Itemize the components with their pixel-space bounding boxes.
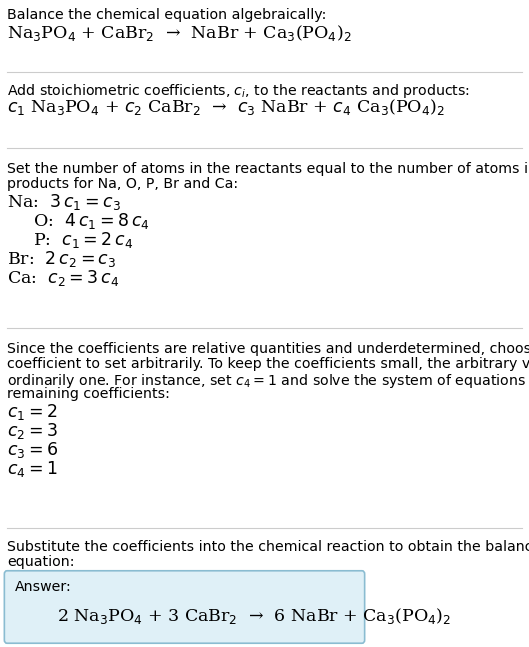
Text: $c_1$ Na$_3$PO$_4$ + $c_2$ CaBr$_2$  →  $c_3$ NaBr + $c_4$ Ca$_3$(PO$_4$)$_2$: $c_1$ Na$_3$PO$_4$ + $c_2$ CaBr$_2$ → $c… — [7, 97, 445, 117]
Text: Since the coefficients are relative quantities and underdetermined, choose a: Since the coefficients are relative quan… — [7, 342, 529, 356]
Text: 2 Na$_3$PO$_4$ + 3 CaBr$_2$  →  6 NaBr + Ca$_3$(PO$_4$)$_2$: 2 Na$_3$PO$_4$ + 3 CaBr$_2$ → 6 NaBr + C… — [57, 606, 451, 626]
Text: O:  $4\,c_1 = 8\,c_4$: O: $4\,c_1 = 8\,c_4$ — [22, 211, 150, 231]
Text: Balance the chemical equation algebraically:: Balance the chemical equation algebraica… — [7, 8, 326, 22]
Text: remaining coefficients:: remaining coefficients: — [7, 387, 170, 401]
Text: coefficient to set arbitrarily. To keep the coefficients small, the arbitrary va: coefficient to set arbitrarily. To keep … — [7, 357, 529, 371]
Text: Add stoichiometric coefficients, $c_i$, to the reactants and products:: Add stoichiometric coefficients, $c_i$, … — [7, 82, 470, 100]
Text: Na$_3$PO$_4$ + CaBr$_2$  →  NaBr + Ca$_3$(PO$_4$)$_2$: Na$_3$PO$_4$ + CaBr$_2$ → NaBr + Ca$_3$(… — [7, 23, 352, 43]
Text: Substitute the coefficients into the chemical reaction to obtain the balanced: Substitute the coefficients into the che… — [7, 540, 529, 554]
Text: Br:  $2\,c_2 = c_3$: Br: $2\,c_2 = c_3$ — [7, 249, 116, 269]
Text: products for Na, O, P, Br and Ca:: products for Na, O, P, Br and Ca: — [7, 177, 238, 191]
Text: Na:  $3\,c_1 = c_3$: Na: $3\,c_1 = c_3$ — [7, 192, 121, 212]
Text: $c_2 = 3$: $c_2 = 3$ — [7, 421, 58, 441]
Text: $c_3 = 6$: $c_3 = 6$ — [7, 440, 58, 460]
Text: Set the number of atoms in the reactants equal to the number of atoms in the: Set the number of atoms in the reactants… — [7, 162, 529, 176]
Text: P:  $c_1 = 2\,c_4$: P: $c_1 = 2\,c_4$ — [22, 230, 133, 250]
Text: $c_1 = 2$: $c_1 = 2$ — [7, 402, 57, 422]
Text: equation:: equation: — [7, 555, 75, 569]
Text: Ca:  $c_2 = 3\,c_4$: Ca: $c_2 = 3\,c_4$ — [7, 268, 119, 288]
Text: $c_4 = 1$: $c_4 = 1$ — [7, 459, 58, 479]
Text: ordinarily one. For instance, set $c_4 = 1$ and solve the system of equations fo: ordinarily one. For instance, set $c_4 =… — [7, 372, 529, 390]
Text: Answer:: Answer: — [15, 580, 72, 594]
